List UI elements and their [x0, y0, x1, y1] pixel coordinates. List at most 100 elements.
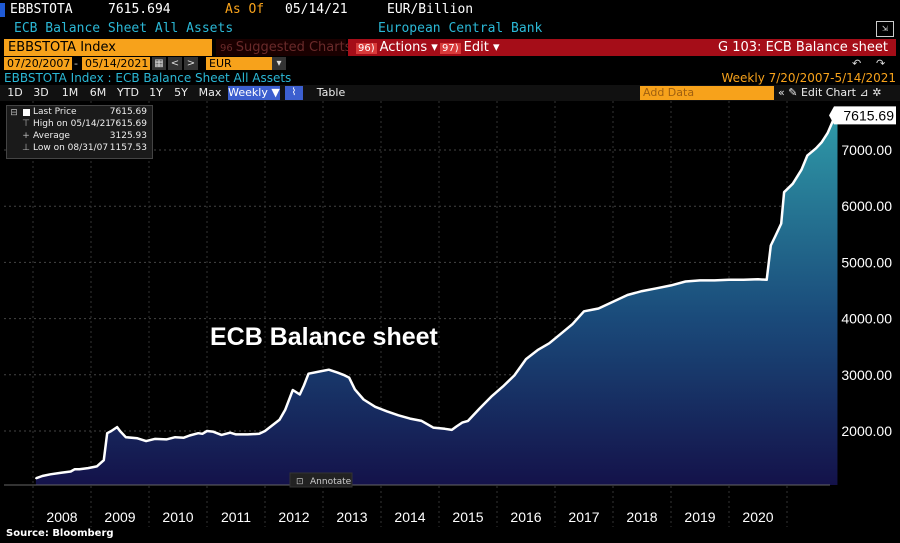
chevron-down-icon[interactable]: ▾ [272, 57, 286, 70]
data-point [110, 430, 113, 432]
data-point [444, 427, 446, 430]
as-of-label: As Of [225, 2, 265, 17]
chart-subtitle: EBBSTOTA Index : ECB Balance Sheet All A… [4, 71, 292, 85]
legend-low-label: Low on 08/31/07 [33, 143, 109, 153]
add-data-input[interactable]: Add Data [640, 86, 774, 100]
source-note: Source: Bloomberg [6, 528, 114, 539]
unit-label: EUR/Billion [387, 2, 474, 17]
data-point [348, 376, 350, 379]
period-3d[interactable]: 3D [33, 86, 49, 99]
period-6m[interactable]: 6M [89, 86, 107, 99]
undo-icon[interactable]: ↶ [852, 57, 862, 70]
data-point [73, 468, 76, 471]
x-tick-label: 2009 [104, 509, 135, 525]
y-tick-label: 7000.00 [841, 142, 892, 158]
data-point [806, 154, 809, 157]
data-point [409, 417, 411, 420]
actions-label: Actions [379, 40, 428, 55]
currency-value: EUR [209, 57, 232, 70]
period-1m[interactable]: 1M [61, 86, 79, 99]
legend-low-value: 1157.53 [109, 143, 147, 153]
period-bar: 1D 3D 1M 6M YTD 1Y 5Y Max Weekly ▼ ⌇ Tab… [0, 85, 900, 101]
data-point [800, 168, 803, 171]
frequency-select[interactable]: Weekly ▼ [228, 86, 280, 100]
data-point [670, 284, 672, 287]
double-chevron-left-icon[interactable]: « [778, 86, 785, 99]
currency-select[interactable]: EUR [206, 57, 276, 70]
edit-menu[interactable]: 97) Edit ▾ [440, 39, 500, 57]
data-point [684, 280, 687, 283]
data-point [35, 477, 37, 480]
data-point [420, 420, 423, 422]
subtitle-row: EBBSTOTA Index : ECB Balance Sheet All A… [0, 71, 900, 85]
data-point [106, 432, 109, 435]
ticker-symbol[interactable]: EBBSTOTA [10, 2, 73, 17]
legend-avg-label: Average [33, 131, 70, 141]
legend-low: Low on 08/31/07 1157.53 [33, 143, 147, 154]
data-point [591, 308, 594, 311]
calendar-icon[interactable]: ▦ [152, 57, 166, 70]
data-point [174, 436, 176, 438]
line-chart-icon[interactable]: ⌇ [285, 86, 303, 100]
period-max[interactable]: Max [198, 86, 222, 99]
edit-label: Edit [463, 40, 489, 55]
data-point [780, 222, 782, 225]
security-field[interactable]: EBBSTOTA Index [4, 39, 212, 56]
collapse-icon[interactable]: ⊟ [10, 108, 18, 118]
x-tick-label: 2008 [46, 509, 77, 525]
legend-box[interactable]: ⊟ Last Price 7615.69 ⊤ High on 05/14/21 76… [6, 105, 153, 159]
chart-title: ECB Balance sheet [210, 323, 439, 351]
y-tick-label: 6000.00 [841, 198, 892, 214]
data-point [765, 279, 768, 281]
data-point [525, 358, 527, 360]
edit-chart-button[interactable]: Edit Chart [800, 86, 856, 99]
popout-icon[interactable]: ⇲ [876, 21, 894, 37]
annotate-button[interactable]: ⊡ Annotate [289, 472, 353, 488]
high-marker-icon: ⊤ [22, 119, 30, 129]
data-point [757, 278, 759, 281]
x-axis: 2008 2009 2010 2011 2012 2013 2014 2015 2016 2017… [4, 484, 830, 525]
data-point [307, 372, 310, 375]
data-point [728, 279, 730, 281]
data-point [246, 433, 249, 436]
pencil-icon[interactable]: ✎ [788, 86, 798, 99]
y-tick-label: 4000.00 [841, 311, 892, 327]
start-date-input[interactable]: 07/20/2007 [4, 57, 72, 70]
period-1y[interactable]: 1Y [149, 86, 163, 99]
data-point [69, 470, 72, 473]
table-button[interactable]: Table [316, 86, 346, 99]
suggested-charts-button[interactable]: 96 Suggested Charts [216, 39, 351, 56]
legend-last-value: 7615.69 [109, 107, 147, 117]
legend-average: Average 3125.93 [33, 131, 147, 142]
period-1d[interactable]: 1D [7, 86, 23, 99]
x-tick-label: 2013 [336, 509, 367, 525]
data-points [35, 114, 839, 480]
x-tick-label: 2014 [394, 509, 425, 525]
series-area [35, 115, 838, 486]
low-marker-icon: ⊥ [22, 143, 30, 153]
data-point [119, 430, 121, 432]
data-point [258, 433, 261, 435]
data-point [165, 438, 168, 441]
data-point [303, 384, 305, 387]
data-point [815, 147, 817, 150]
period-5y[interactable]: 5Y [174, 86, 188, 99]
page-title: G 103: ECB Balance sheet [718, 40, 888, 55]
actions-menu[interactable]: 96) Actions ▾ [356, 39, 438, 57]
redo-icon[interactable]: ↷ [876, 57, 886, 70]
chevron-left-icon[interactable]: < [168, 57, 182, 70]
legend-high: High on 05/14/21 7615.69 [33, 119, 147, 130]
series-description: ECB Balance Sheet All Assets [14, 21, 234, 36]
data-point [278, 418, 281, 421]
x-tick-label: 2017 [568, 509, 599, 525]
data-point [78, 468, 81, 471]
gear-icon[interactable]: ✲ [872, 86, 882, 99]
data-point [49, 473, 52, 476]
header-row: EBBSTOTA 7615.694 As Of 05/14/21 EUR/Bil… [0, 0, 900, 20]
chart-menu-icon[interactable]: ⊿ [859, 86, 869, 99]
data-point [154, 438, 156, 440]
chevron-right-icon[interactable]: > [184, 57, 198, 70]
period-ytd[interactable]: YTD [117, 86, 139, 99]
end-date-input[interactable]: 05/14/2021 [82, 57, 150, 70]
chart-area[interactable]: 2000.00 3000.00 4000.00 5000.00 6000.00 7000.… [0, 101, 900, 527]
